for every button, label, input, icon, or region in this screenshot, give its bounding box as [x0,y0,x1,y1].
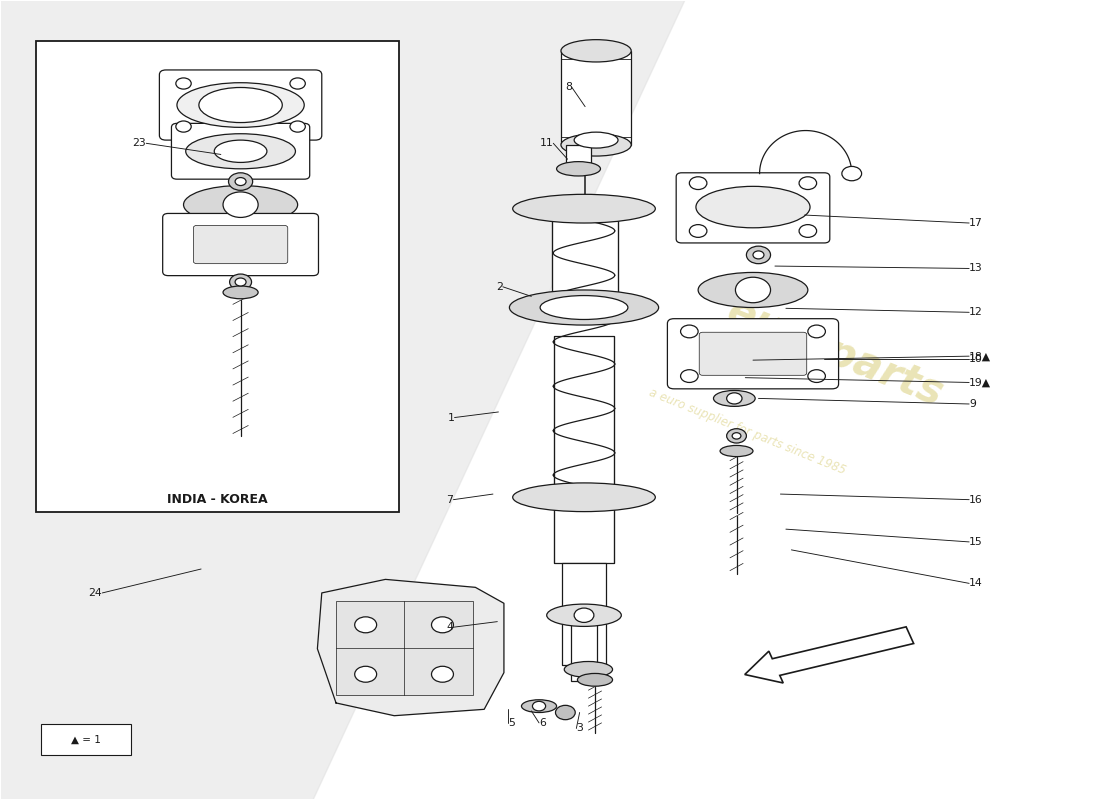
FancyArrow shape [745,627,914,683]
Text: 4: 4 [447,622,453,632]
Circle shape [681,325,698,338]
Bar [566,145,591,169]
Text: 2: 2 [496,282,503,292]
Circle shape [690,177,707,190]
Ellipse shape [509,290,659,325]
Text: 5: 5 [508,718,515,728]
Text: 6: 6 [539,718,546,728]
Text: ▲ = 1: ▲ = 1 [70,734,101,745]
Bar [336,601,473,695]
Text: 17: 17 [969,218,983,228]
Circle shape [807,370,825,382]
Text: 3: 3 [576,723,583,734]
Circle shape [556,706,575,720]
Circle shape [736,278,770,302]
Ellipse shape [696,186,810,228]
Circle shape [354,666,376,682]
Text: 9: 9 [969,399,976,409]
FancyBboxPatch shape [676,173,829,243]
Text: 14: 14 [969,578,983,588]
Ellipse shape [513,483,656,512]
Ellipse shape [521,700,557,713]
Text: 15: 15 [969,537,983,547]
Ellipse shape [557,162,601,176]
Circle shape [290,78,306,89]
Text: 1: 1 [448,413,454,422]
Circle shape [681,370,698,382]
Ellipse shape [214,140,267,162]
Circle shape [574,608,594,622]
Circle shape [799,177,816,190]
Bar [554,336,614,563]
Circle shape [229,173,253,190]
FancyBboxPatch shape [160,70,322,140]
Circle shape [176,121,191,132]
Text: INDIA - KOREA: INDIA - KOREA [167,493,268,506]
Circle shape [727,393,742,404]
Ellipse shape [564,662,613,678]
Bar [561,51,631,145]
Text: 23: 23 [132,138,146,148]
Text: 12: 12 [969,307,983,318]
Text: europarts: europarts [720,290,949,414]
Ellipse shape [578,674,613,686]
Circle shape [223,192,258,218]
Circle shape [690,225,707,238]
Circle shape [235,278,246,286]
Text: 24: 24 [89,588,102,598]
FancyBboxPatch shape [668,318,838,389]
Bar [562,563,606,665]
FancyBboxPatch shape [194,226,288,264]
Bar [36,42,398,512]
Ellipse shape [720,446,754,457]
Circle shape [799,225,816,238]
Polygon shape [0,0,742,800]
Text: 16: 16 [969,494,983,505]
Circle shape [235,178,246,186]
Ellipse shape [184,186,298,224]
Ellipse shape [714,390,756,406]
Circle shape [431,617,453,633]
Text: 18▲: 18▲ [969,351,991,361]
Ellipse shape [540,295,628,319]
Text: 7: 7 [447,494,453,505]
Circle shape [532,702,546,711]
Circle shape [842,166,861,181]
Circle shape [807,325,825,338]
Ellipse shape [561,40,631,62]
Bar [41,725,131,754]
Text: 10: 10 [969,354,983,363]
Ellipse shape [698,273,807,307]
Circle shape [754,251,764,259]
FancyBboxPatch shape [700,332,806,375]
Circle shape [230,274,252,290]
Ellipse shape [186,134,296,169]
Bar [552,209,618,320]
Circle shape [733,433,741,439]
FancyBboxPatch shape [172,123,310,179]
Ellipse shape [513,194,656,223]
Text: 8: 8 [565,82,572,93]
Circle shape [727,429,747,443]
Circle shape [290,121,306,132]
Polygon shape [318,579,504,716]
Ellipse shape [547,604,622,626]
Text: a euro supplier for parts since 1985: a euro supplier for parts since 1985 [647,386,848,478]
Bar [571,615,597,681]
Ellipse shape [223,286,258,298]
Circle shape [431,666,453,682]
Circle shape [354,617,376,633]
Circle shape [176,78,191,89]
Circle shape [747,246,770,264]
Text: 13: 13 [969,263,983,274]
Ellipse shape [177,82,305,127]
Ellipse shape [561,134,631,156]
Ellipse shape [574,132,618,148]
Ellipse shape [199,87,283,122]
FancyBboxPatch shape [163,214,319,276]
Text: 11: 11 [539,138,553,148]
Text: 19▲: 19▲ [969,378,991,387]
